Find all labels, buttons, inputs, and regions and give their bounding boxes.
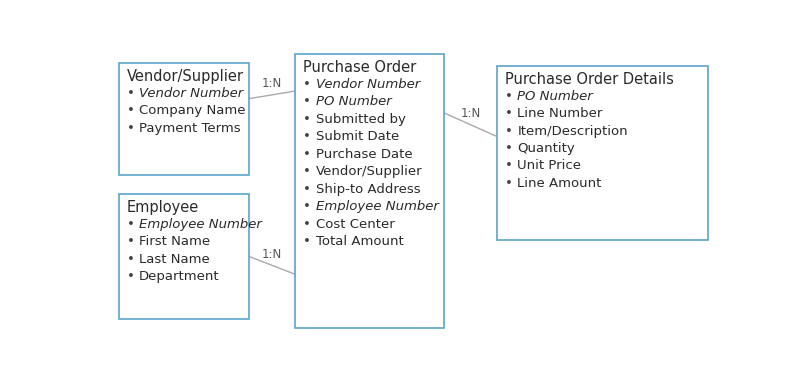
- FancyBboxPatch shape: [295, 54, 444, 328]
- Text: Total Amount: Total Amount: [316, 235, 403, 248]
- Text: •: •: [505, 177, 513, 190]
- Text: •: •: [505, 142, 513, 155]
- Text: 1:N: 1:N: [262, 248, 282, 261]
- Text: Line Number: Line Number: [518, 107, 602, 120]
- Text: •: •: [303, 78, 311, 91]
- Text: Vendor/Supplier: Vendor/Supplier: [316, 165, 422, 178]
- Text: •: •: [505, 160, 513, 172]
- Text: First Name: First Name: [139, 235, 210, 248]
- Text: Department: Department: [139, 270, 220, 283]
- Text: Item/Description: Item/Description: [518, 124, 628, 138]
- Text: •: •: [126, 218, 134, 231]
- Text: •: •: [126, 87, 134, 100]
- Text: Vendor Number: Vendor Number: [139, 87, 243, 100]
- Text: •: •: [303, 148, 311, 161]
- Text: •: •: [505, 124, 513, 138]
- Text: Cost Center: Cost Center: [316, 218, 394, 231]
- Text: Line Amount: Line Amount: [518, 177, 602, 190]
- Text: Submitted by: Submitted by: [316, 113, 406, 126]
- Text: Payment Terms: Payment Terms: [139, 122, 241, 135]
- FancyBboxPatch shape: [118, 63, 249, 175]
- Text: Vendor/Supplier: Vendor/Supplier: [126, 69, 244, 84]
- Text: •: •: [505, 107, 513, 120]
- Text: •: •: [126, 235, 134, 248]
- Text: Vendor Number: Vendor Number: [316, 78, 420, 91]
- Text: Submit Date: Submit Date: [316, 130, 399, 143]
- Text: PO Number: PO Number: [316, 95, 391, 108]
- Text: •: •: [303, 235, 311, 248]
- Text: Ship-to Address: Ship-to Address: [316, 183, 420, 196]
- Text: Employee Number: Employee Number: [139, 218, 262, 231]
- Text: •: •: [303, 183, 311, 196]
- Text: 1:N: 1:N: [262, 77, 282, 90]
- Text: •: •: [303, 95, 311, 108]
- FancyBboxPatch shape: [497, 66, 708, 240]
- Text: •: •: [303, 113, 311, 126]
- Text: Company Name: Company Name: [139, 104, 246, 117]
- Text: PO Number: PO Number: [518, 90, 593, 102]
- Text: Quantity: Quantity: [518, 142, 575, 155]
- Text: •: •: [126, 104, 134, 117]
- Text: •: •: [303, 200, 311, 213]
- Text: •: •: [505, 90, 513, 102]
- Text: •: •: [303, 218, 311, 231]
- Text: Unit Price: Unit Price: [518, 160, 582, 172]
- Text: Purchase Date: Purchase Date: [316, 148, 412, 161]
- Text: Employee: Employee: [126, 200, 199, 215]
- Text: •: •: [126, 122, 134, 135]
- Text: •: •: [303, 130, 311, 143]
- Text: Last Name: Last Name: [139, 253, 210, 266]
- Text: Employee Number: Employee Number: [316, 200, 438, 213]
- Text: •: •: [126, 253, 134, 266]
- Text: Purchase Order: Purchase Order: [303, 60, 417, 76]
- Text: •: •: [303, 165, 311, 178]
- Text: •: •: [126, 270, 134, 283]
- FancyBboxPatch shape: [118, 194, 249, 319]
- Text: 1:N: 1:N: [460, 107, 481, 120]
- Text: Purchase Order Details: Purchase Order Details: [505, 72, 674, 87]
